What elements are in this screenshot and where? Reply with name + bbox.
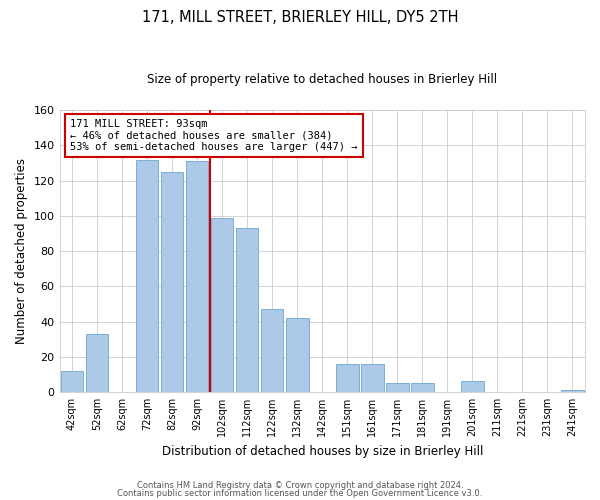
X-axis label: Distribution of detached houses by size in Brierley Hill: Distribution of detached houses by size … [161,444,483,458]
Bar [61,371,83,392]
Y-axis label: Number of detached properties: Number of detached properties [15,158,28,344]
Bar [236,228,259,392]
Bar [336,364,359,392]
Text: 171, MILL STREET, BRIERLEY HILL, DY5 2TH: 171, MILL STREET, BRIERLEY HILL, DY5 2TH [142,10,458,25]
Bar [286,318,308,392]
Bar [361,364,383,392]
Text: Contains HM Land Registry data © Crown copyright and database right 2024.: Contains HM Land Registry data © Crown c… [137,481,463,490]
Title: Size of property relative to detached houses in Brierley Hill: Size of property relative to detached ho… [147,72,497,86]
Bar [461,382,484,392]
Bar [136,160,158,392]
Bar [86,334,109,392]
Bar [261,309,283,392]
Bar [561,390,584,392]
Bar [211,218,233,392]
Text: Contains public sector information licensed under the Open Government Licence v3: Contains public sector information licen… [118,488,482,498]
Bar [186,162,208,392]
Text: 171 MILL STREET: 93sqm
← 46% of detached houses are smaller (384)
53% of semi-de: 171 MILL STREET: 93sqm ← 46% of detached… [70,118,358,152]
Bar [411,383,434,392]
Bar [386,383,409,392]
Bar [161,172,184,392]
